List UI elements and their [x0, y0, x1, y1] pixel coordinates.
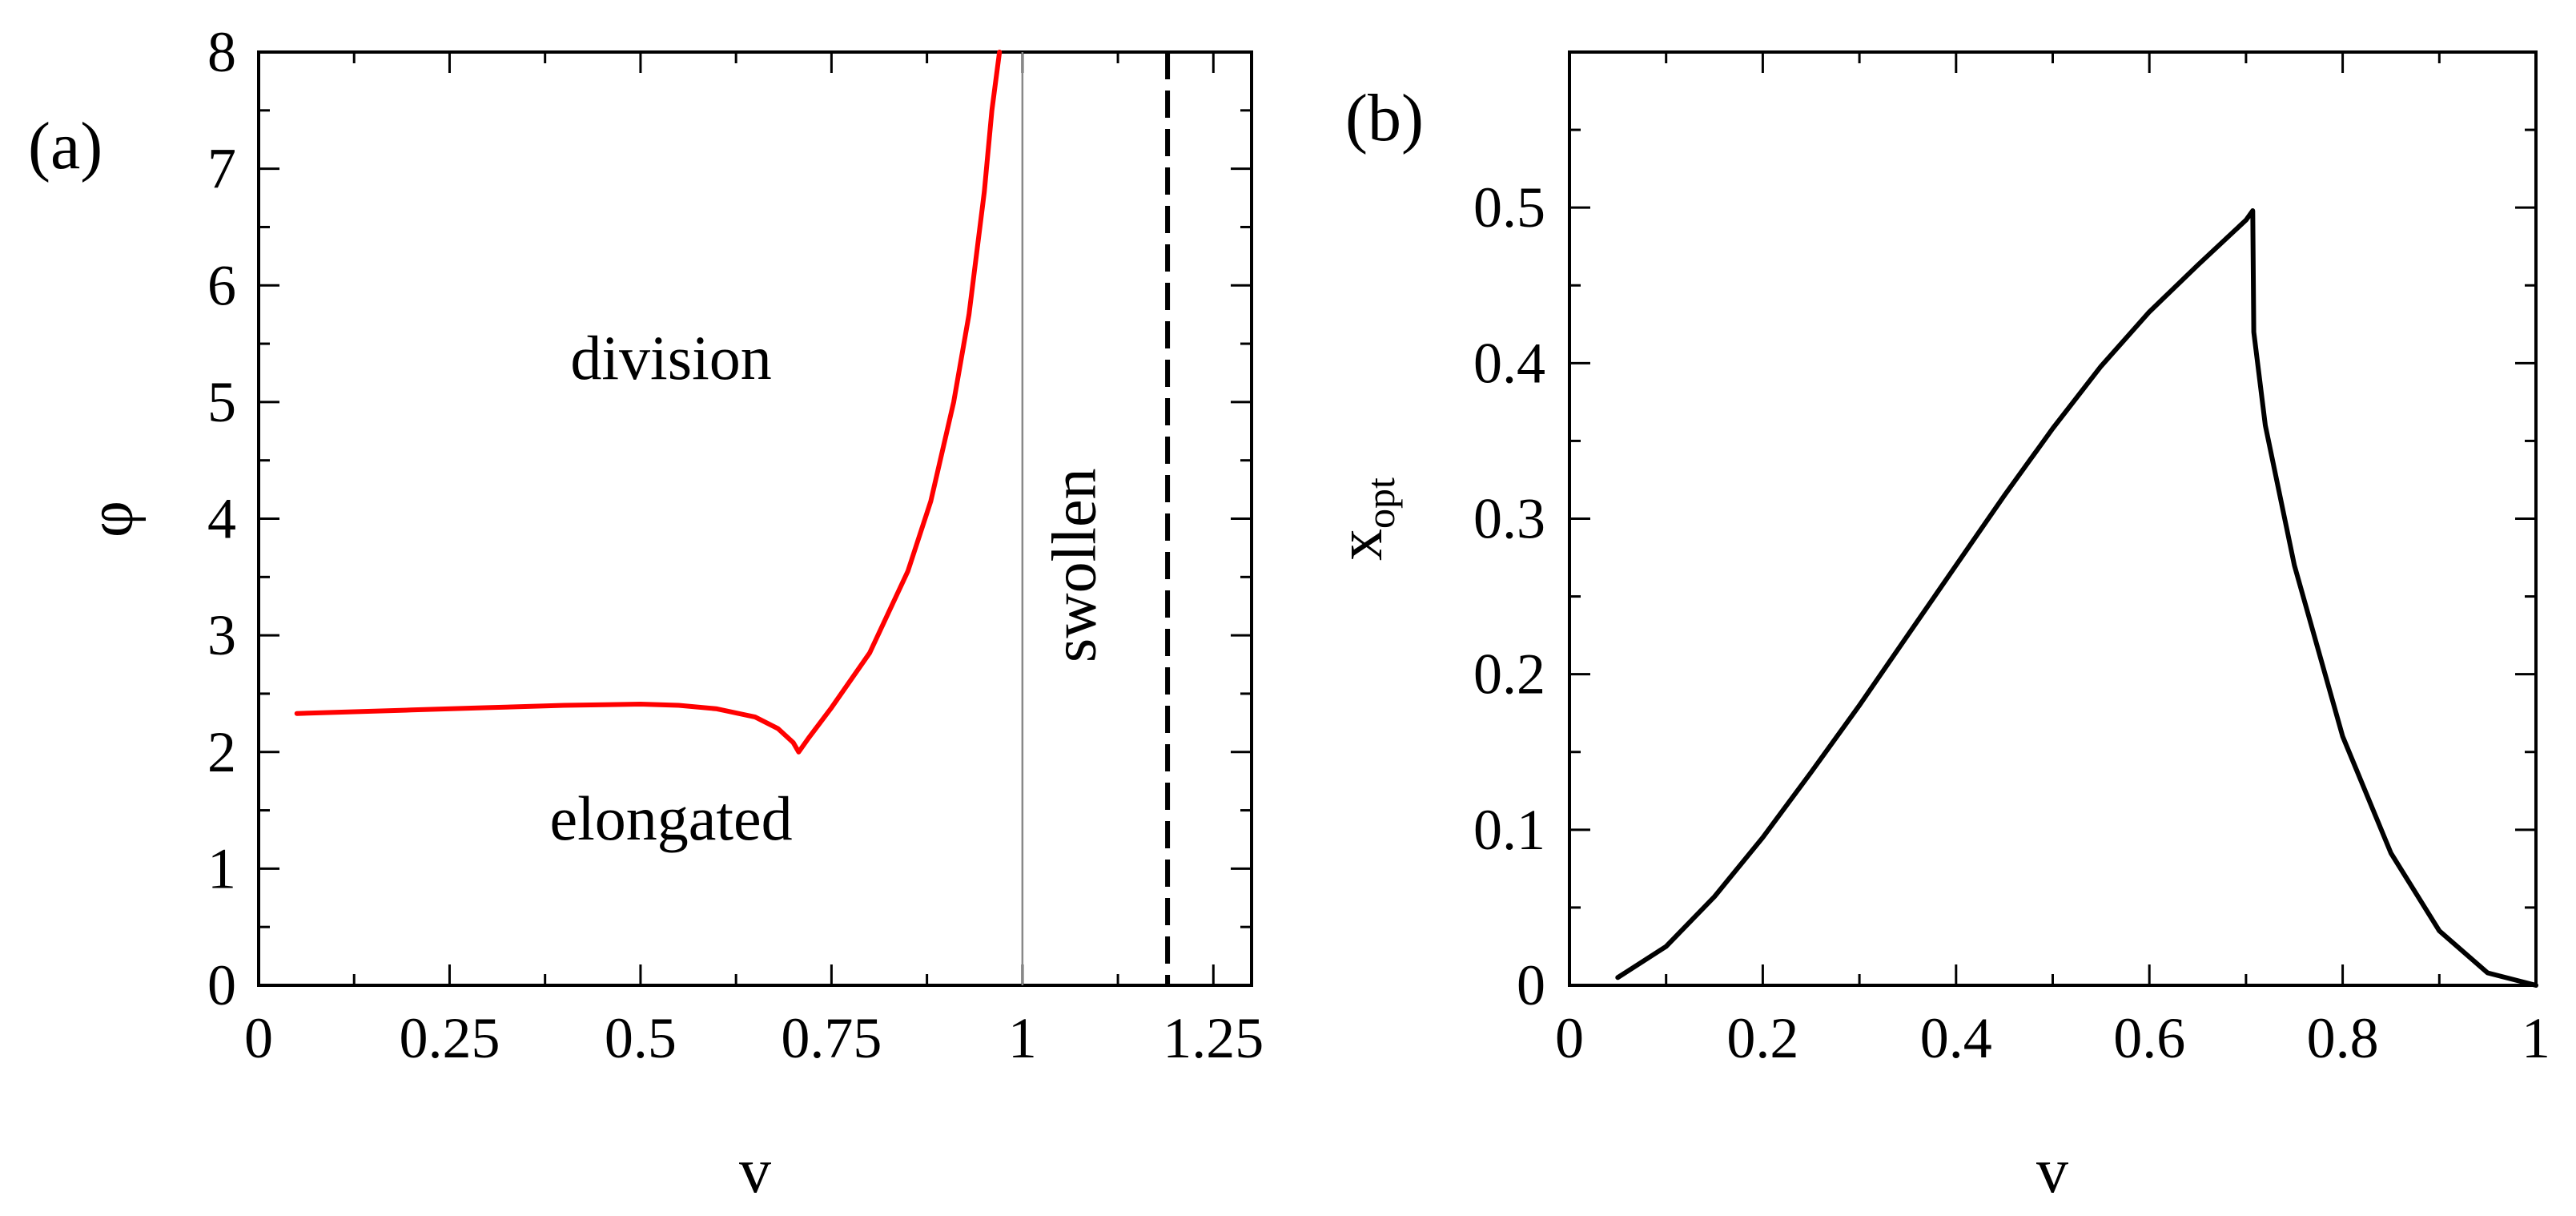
panel-a-x-tick-label: 1	[1008, 1006, 1037, 1070]
panel-a-y-tick-label: 2	[207, 720, 236, 784]
panel-a-x-tick-label: 0.25	[399, 1006, 500, 1070]
panel-b-x-tick-label: 1	[2522, 1006, 2550, 1070]
panel-b-y-tick-label: 0.1	[1473, 798, 1545, 862]
panel-b-label: (b)	[1345, 81, 1424, 155]
panel-a-x-tick-label: 0.5	[605, 1006, 677, 1070]
panel-b-y-axis-label-subscript: opt	[1358, 477, 1403, 529]
panel-a-label: (a)	[28, 109, 102, 183]
panel-b-y-tick-label: 0	[1517, 953, 1545, 1017]
panel-a-y-tick-label: 4	[207, 487, 236, 551]
panel-a-annotation-elongated: elongated	[549, 783, 792, 853]
panel-a-y-axis-label: φ	[76, 501, 147, 538]
panel-a-y-tick-label: 0	[207, 953, 236, 1017]
panel-a-x-tick-label: 0.75	[781, 1006, 882, 1070]
panel-b-y-tick-label: 0.3	[1473, 487, 1545, 551]
panel-b-plot-frame	[1568, 50, 2538, 987]
panel-b-x-tick-label: 0.6	[2113, 1006, 2185, 1070]
panel-a-y-tick-label: 8	[207, 20, 236, 84]
panel-b-y-axis-label: xopt	[1325, 477, 1403, 561]
panel-a-annotation-swollen: swollen	[1039, 468, 1108, 662]
panel-b-y-tick-label: 0.5	[1473, 175, 1545, 240]
panel-a-x-tick-label: 1.25	[1163, 1006, 1264, 1070]
panel-b-y-tick-label: 0.4	[1473, 331, 1545, 395]
panel-a-y-tick-label: 7	[207, 137, 236, 201]
panel-b-y-tick-label: 0.2	[1473, 642, 1545, 707]
panel-a-x-axis-label: v	[739, 1136, 771, 1206]
panel-a-series-boundary	[294, 50, 1003, 755]
panel-b-x-tick-label: 0.8	[2307, 1006, 2379, 1070]
panel-a-y-tick-label: 1	[207, 836, 236, 900]
panel-b-x-tick-label: 0.2	[1726, 1006, 1798, 1070]
panel-a-y-tick-label: 5	[207, 370, 236, 434]
panel-b-x-axis-label: v	[2036, 1136, 2068, 1206]
panel-b-series-x_opt	[1615, 208, 2538, 988]
panel-b-x-tick-label: 0	[1555, 1006, 1584, 1070]
panel-a-x-tick-label: 0	[244, 1006, 273, 1070]
panel-a-annotation-division: division	[570, 323, 771, 393]
panel-b-x-tick-label: 0.4	[1920, 1006, 1992, 1070]
panel-a-y-tick-label: 6	[207, 253, 236, 317]
panel-a-y-tick-label: 3	[207, 603, 236, 667]
